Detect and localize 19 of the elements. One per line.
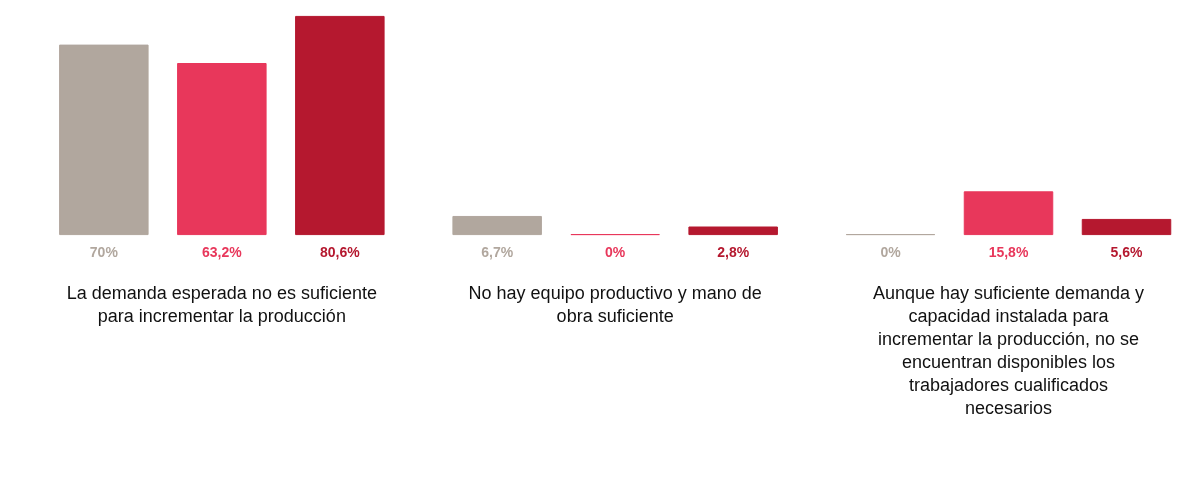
data-label: 5,6% <box>1110 244 1144 261</box>
x-tick-label: No hay equipo productivo y mano de obra suficiente <box>468 282 762 326</box>
bar <box>963 191 1054 236</box>
bar <box>59 44 149 236</box>
data-label: 15,8% <box>988 244 1029 261</box>
data-label: 70% <box>89 244 119 261</box>
data-label: 6,7% <box>481 244 514 261</box>
bar <box>1081 218 1172 236</box>
x-tick-label: Aunque hay suficiente demanda y capacidad instalada para incrementar la producción, no se encuentran disponibles los trabajadores cualificados necesarios <box>872 282 1145 418</box>
data-label: 80,6% <box>319 244 361 261</box>
data-label: 0% <box>880 244 902 261</box>
data-label: 0% <box>605 244 626 261</box>
bar <box>177 63 267 236</box>
bar <box>452 215 542 236</box>
data-label: 63,2% <box>201 244 243 261</box>
bar <box>295 15 385 236</box>
bar <box>688 226 778 236</box>
x-tick-label: La demanda esperada no es suficiente para incrementar la producción <box>66 282 377 326</box>
data-label: 2,8% <box>717 244 750 261</box>
